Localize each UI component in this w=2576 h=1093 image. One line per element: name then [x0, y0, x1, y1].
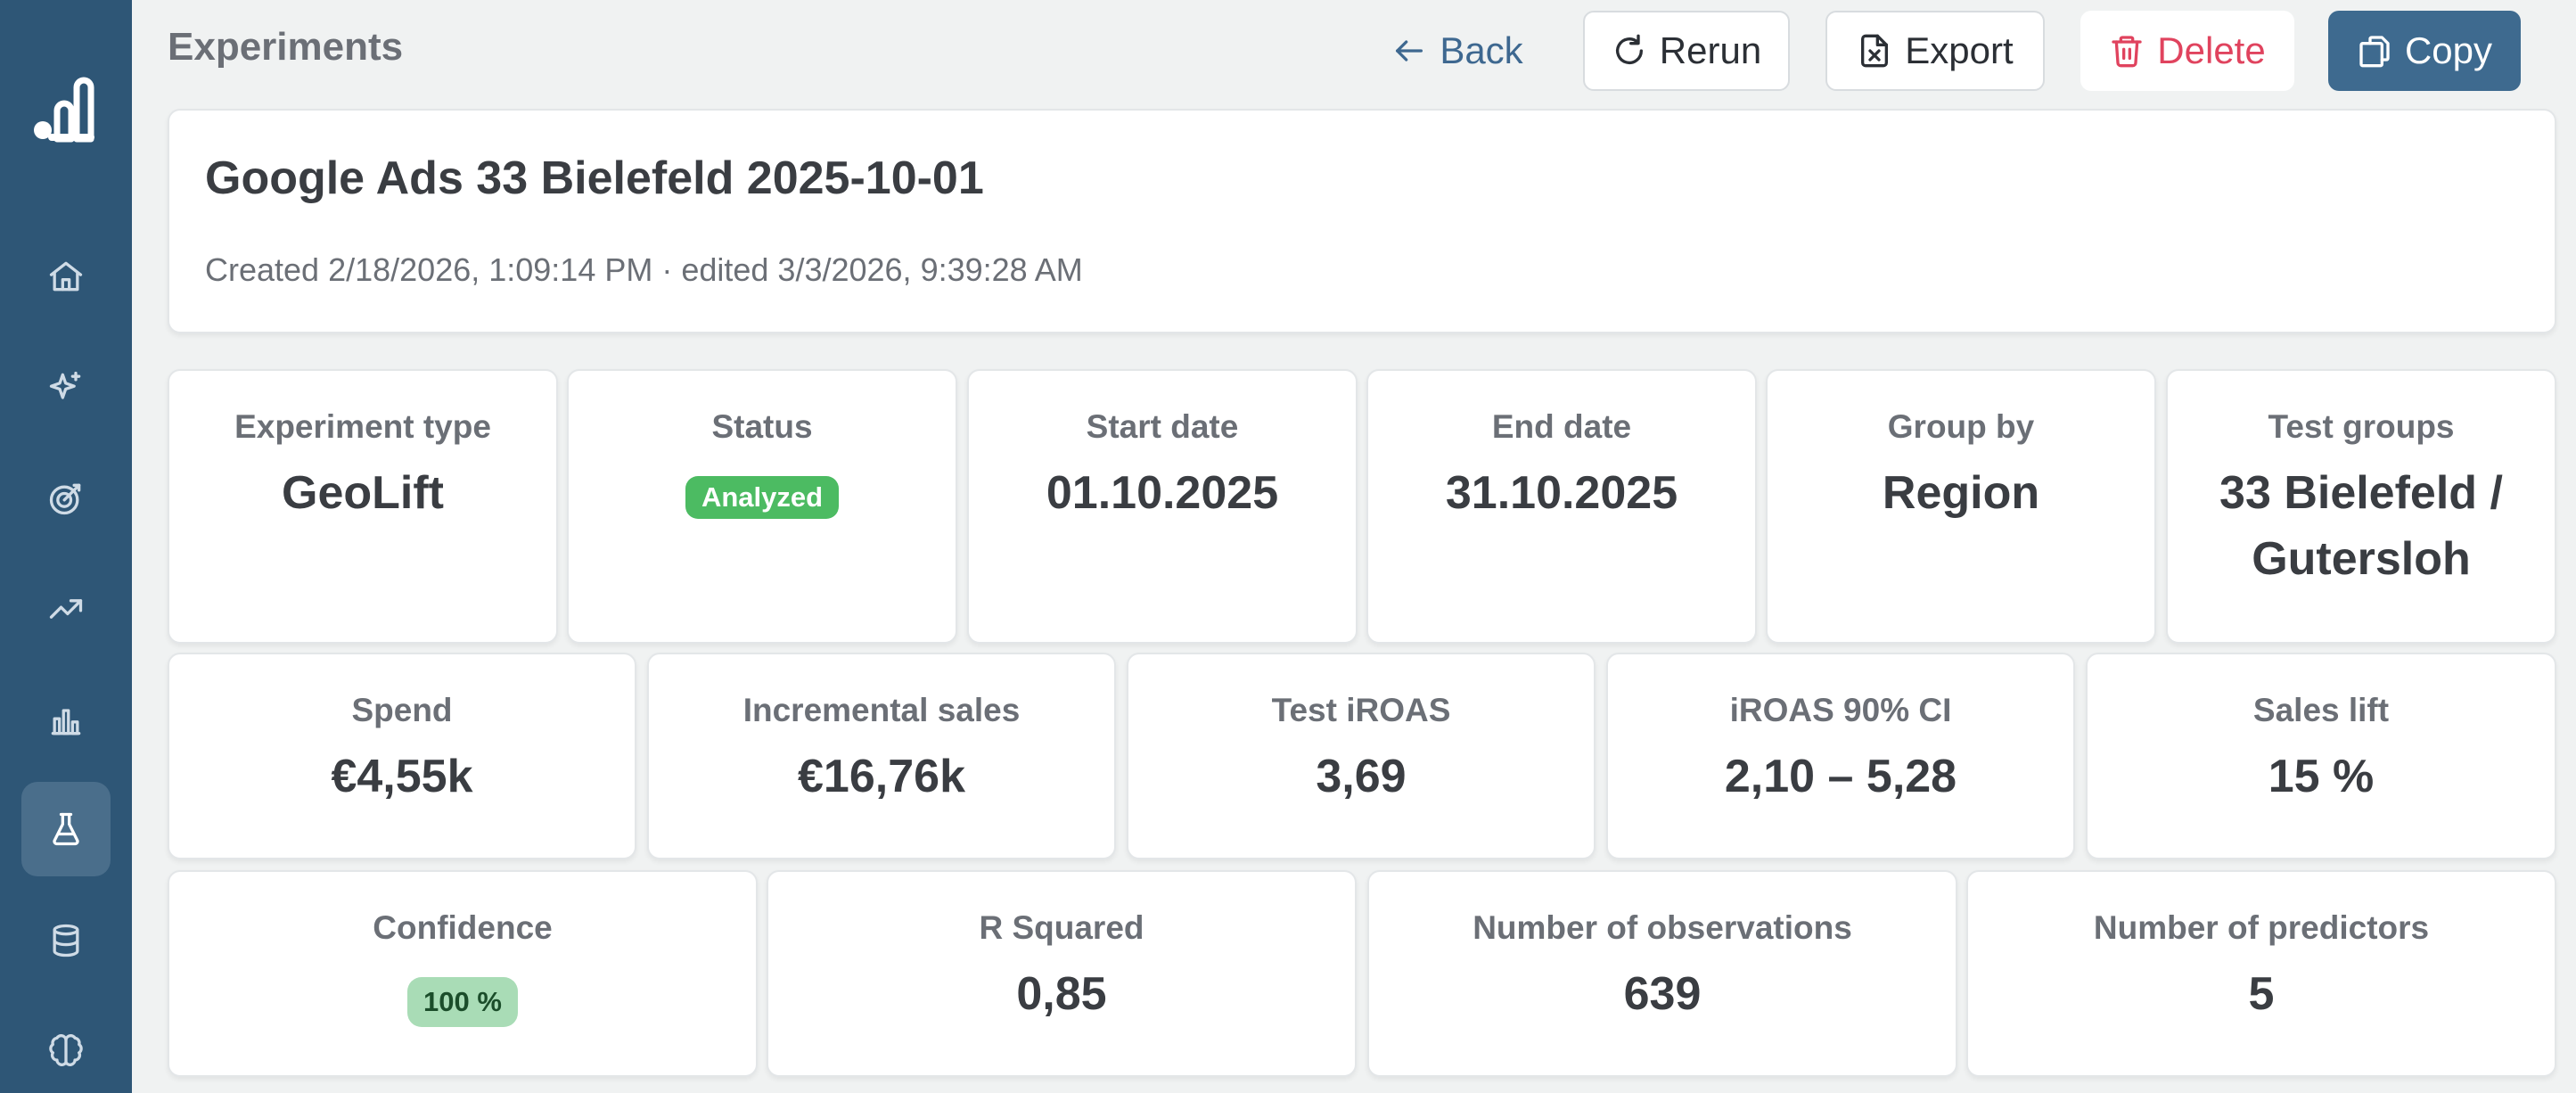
stat-label: Sales lift [2252, 692, 2390, 728]
stat-value: €4,55k [331, 751, 473, 802]
stat-label: Confidence [373, 909, 553, 946]
stat-label: End date [1491, 408, 1632, 445]
stat-card-predictors: Number of predictors 5 [1966, 870, 2556, 1077]
database-icon [53, 924, 79, 957]
stat-label: iROAS 90% CI [1729, 692, 1952, 728]
nav-data[interactable] [21, 893, 111, 988]
stat-card-incremental-sales: Incremental sales €16,76k [647, 653, 1116, 859]
stat-card-iroas-ci: iROAS 90% CI 2,10 – 5,28 [1606, 653, 2075, 859]
trash-icon [2112, 36, 2142, 68]
stat-label: Status [711, 408, 813, 445]
nav-goals[interactable] [21, 451, 111, 546]
rerun-button[interactable]: Rerun [1583, 11, 1790, 91]
stat-value: 2,10 – 5,28 [1724, 751, 1957, 802]
stat-value: 639 [1623, 968, 1702, 1020]
stat-card-status: Status Analyzed [567, 369, 957, 644]
sparkles-icon [49, 371, 81, 399]
export-button[interactable]: Export [1825, 11, 2045, 91]
stat-value: €16,76k [798, 751, 965, 802]
stat-label: Spend [351, 692, 453, 728]
stat-value: Region [1882, 467, 2040, 519]
nav-home[interactable] [21, 229, 111, 324]
nav-trends[interactable] [21, 562, 111, 656]
stat-value: 15 % [2268, 751, 2375, 802]
copy-button[interactable]: Copy [2328, 11, 2521, 91]
delete-button[interactable]: Delete [2080, 11, 2294, 91]
stat-value: 5 [2248, 968, 2275, 1020]
experiment-title: Google Ads 33 Bielefeld 2025-10-01 [205, 152, 984, 204]
arrow-left-icon [1396, 40, 1423, 62]
export-label: Export [1905, 29, 2014, 71]
home-icon [49, 261, 83, 292]
stat-card-sales-lift: Sales lift 15 % [2086, 653, 2556, 859]
brain-icon [49, 1034, 83, 1066]
experiment-header-card: Google Ads 33 Bielefeld 2025-10-01 Creat… [168, 109, 2556, 333]
stat-card-test-iroas: Test iROAS 3,69 [1127, 653, 1596, 859]
stat-value: 01.10.2025 [1046, 467, 1279, 519]
stat-card-spend: Spend €4,55k [168, 653, 636, 859]
trending-icon [49, 599, 83, 619]
target-icon [49, 483, 81, 515]
back-label: Back [1440, 29, 1523, 71]
flask-icon [53, 812, 79, 846]
stat-card-group-by: Group by Region [1766, 369, 2156, 644]
stat-label: Number of predictors [2093, 909, 2430, 946]
status-badge: Analyzed [685, 476, 840, 519]
nav-models[interactable] [21, 1004, 111, 1093]
stat-card-r-squared: R Squared 0,85 [767, 870, 1357, 1077]
stat-value: 0,85 [1016, 968, 1107, 1020]
copy-label: Copy [2404, 29, 2493, 71]
experiment-timestamps: Created 2/18/2026, 1:09:14 PM · edited 3… [205, 251, 1083, 288]
stat-card-start-date: Start date 01.10.2025 [967, 369, 1358, 644]
back-button[interactable]: Back [1382, 11, 1533, 91]
stat-card-confidence: Confidence 100 % [168, 870, 758, 1077]
stat-label: Incremental sales [742, 692, 1021, 728]
stat-label: R Squared [979, 909, 1144, 946]
stat-label: Start date [1086, 408, 1239, 445]
stat-card-end-date: End date 31.10.2025 [1366, 369, 1757, 644]
stat-label: Test groups [2268, 408, 2455, 445]
stat-card-experiment-type: Experiment type GeoLift [168, 369, 558, 644]
stat-value: 3,69 [1316, 751, 1407, 802]
sidebar [0, 0, 132, 1093]
rerun-label: Rerun [1659, 29, 1762, 71]
stat-value: 33 Bielefeld / Gutersloh [2219, 467, 2503, 585]
stat-value: 31.10.2025 [1445, 467, 1678, 519]
stat-value: GeoLift [282, 467, 444, 519]
stat-card-observations: Number of observations 639 [1367, 870, 1957, 1077]
excel-file-icon [1861, 34, 1889, 68]
delete-label: Delete [2157, 29, 2266, 71]
nav-reports[interactable] [21, 673, 111, 768]
stat-label: Test iROAS [1271, 692, 1451, 728]
refresh-icon [1615, 34, 1643, 65]
confidence-badge: 100 % [407, 977, 518, 1027]
nav-experiments[interactable] [21, 782, 111, 876]
nav-insights[interactable] [21, 341, 111, 435]
stat-label: Experiment type [234, 408, 491, 445]
bar-chart-icon [51, 709, 81, 736]
page-title: Experiments [168, 25, 404, 69]
stat-label: Group by [1887, 408, 2035, 445]
stat-card-test-groups: Test groups 33 Bielefeld / Gutersloh [2166, 369, 2556, 644]
stat-label: Number of observations [1473, 909, 1852, 946]
copy-icon [2359, 36, 2390, 68]
app-logo-icon[interactable] [30, 75, 102, 146]
